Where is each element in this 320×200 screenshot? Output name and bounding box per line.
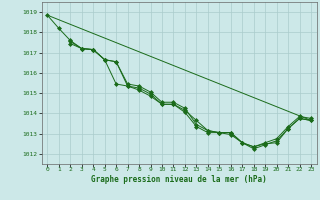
X-axis label: Graphe pression niveau de la mer (hPa): Graphe pression niveau de la mer (hPa) xyxy=(91,175,267,184)
